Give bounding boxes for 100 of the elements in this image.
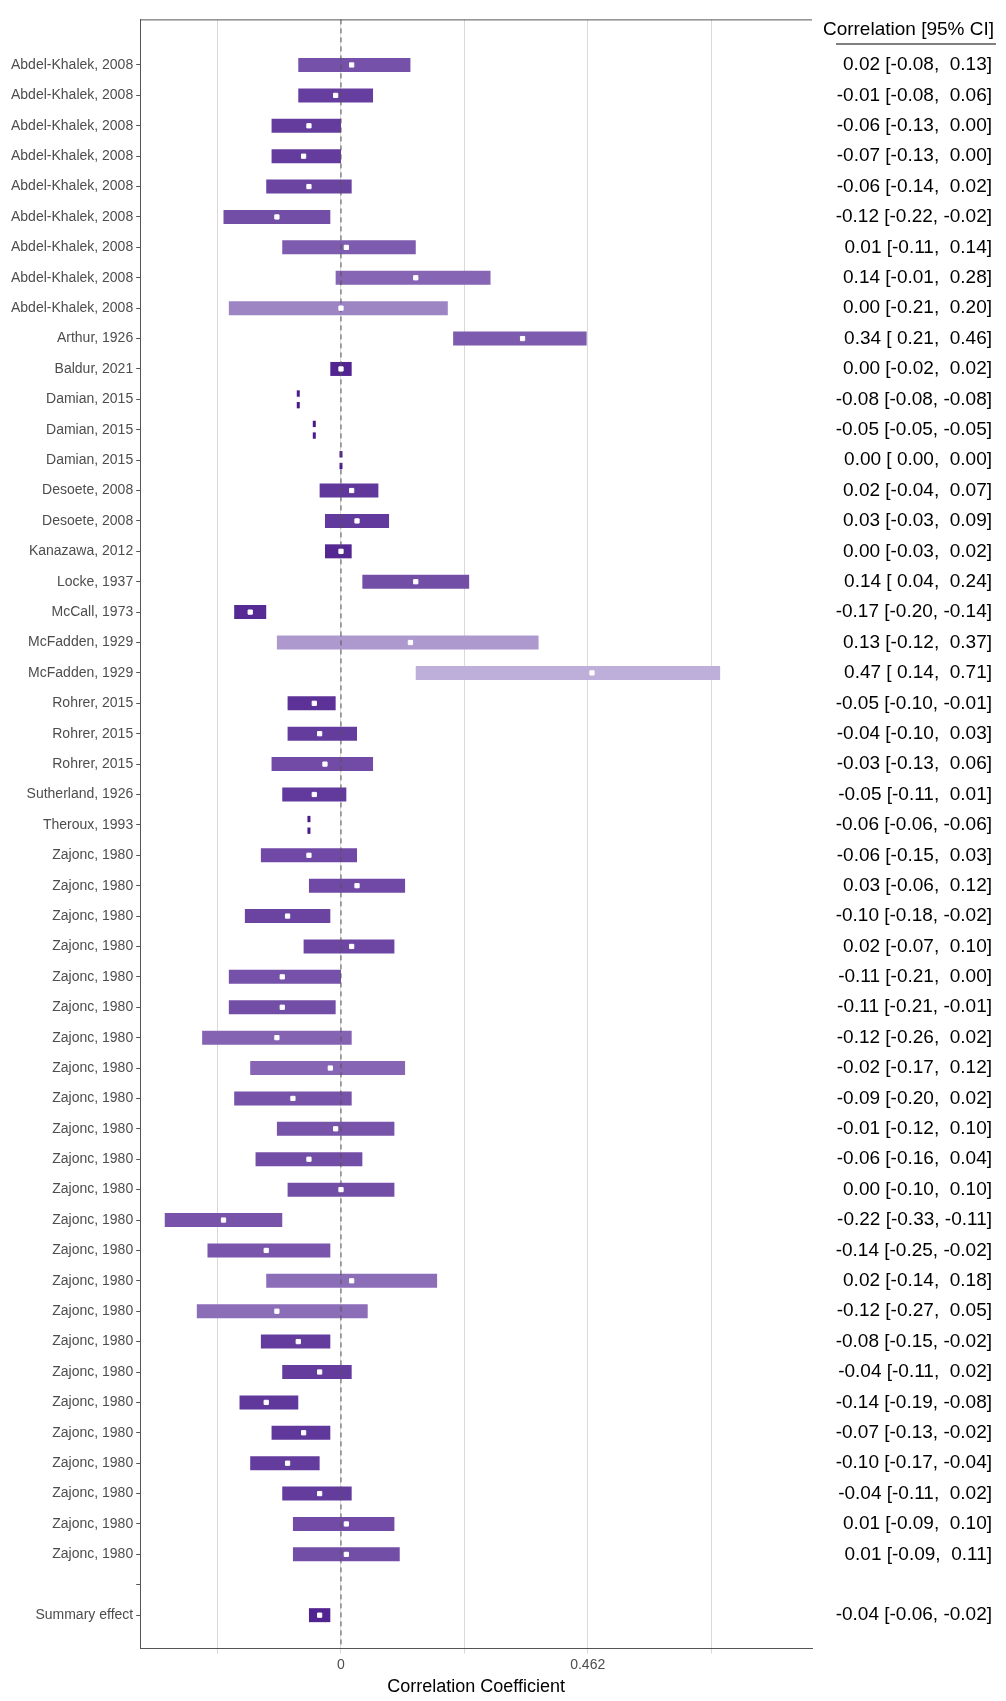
data-label: 0.00 [-0.10, 0.10]	[843, 1177, 992, 1199]
text: Correlation [95% CI]	[822, 18, 994, 40]
data-label: 0.00 [-0.03, 0.02]	[843, 539, 992, 561]
y-tick-label: Locke, 1937	[56, 572, 134, 589]
y-tick-label: Zajonc, 1980	[52, 1180, 134, 1197]
y-tick-label: Rohrer, 2015	[52, 754, 134, 771]
y-tick-label: Rohrer, 2015	[52, 724, 134, 741]
data-label: 0.14 [-0.01, 0.28]	[843, 266, 992, 287]
data-label: 0.34 [ 0.21, 0.46]	[844, 326, 992, 348]
data-label: 0.02 [-0.04, 0.07]	[843, 478, 992, 500]
data-label: 0.00 [ 0.00, 0.00]	[844, 448, 992, 470]
y-tick-label: Desoete, 2008	[42, 511, 134, 528]
data-label: 0.02 [-0.07, 0.10]	[843, 934, 992, 956]
data-label: -0.11 [-0.21, -0.01]	[837, 995, 992, 1017]
data-label: 0.02 [-0.14, 0.18]	[843, 1269, 992, 1291]
data-label: -0.12 [-0.26, 0.02]	[836, 1025, 992, 1047]
y-tick-label: Zajonc, 1980	[52, 1241, 134, 1258]
data-label: -0.06 [-0.13, 0.00]	[836, 114, 992, 136]
y-tick-label: Zajonc, 1980	[52, 846, 134, 863]
y-tick-label: Zajonc, 1980	[52, 1484, 134, 1501]
data-label: -0.04 [-0.11, 0.02]	[838, 1360, 992, 1382]
data-label: -0.06 [-0.16, 0.04]	[836, 1147, 992, 1169]
data-label: -0.04 [-0.06, -0.02]	[835, 1603, 992, 1625]
data-label: 0.01 [-0.09, 0.11]	[844, 1542, 992, 1564]
data-label: 0.03 [-0.06, 0.12]	[843, 873, 992, 895]
data-label: 0.00 [-0.21, 0.20]	[843, 296, 992, 318]
y-tick-label: McFadden, 1929	[28, 633, 134, 650]
y-tick-label: McFadden, 1929	[28, 663, 134, 680]
y-tick-label: Zajonc, 1980	[52, 1058, 134, 1075]
data-label: -0.01 [-0.12, 0.10]	[836, 1117, 992, 1139]
y-tick-label: Abdel-Khalek, 2008	[11, 238, 134, 255]
y-tick-label: Abdel-Khalek, 2008	[11, 116, 134, 133]
y-tick-label: Zajonc, 1980	[52, 1454, 134, 1471]
x-axis-title: Correlation Coefficient	[387, 1676, 565, 1697]
y-tick-label: Abdel-Khalek, 2008	[11, 207, 134, 224]
data-label: -0.08 [-0.08, -0.08]	[835, 387, 992, 409]
y-tick-label: Arthur, 1926	[56, 329, 134, 346]
y-tick-label: Desoete, 2008	[42, 481, 134, 498]
y-tick-label: Zajonc, 1980	[52, 906, 134, 923]
y-tick-label: Zajonc, 1980	[52, 1514, 134, 1531]
data-label: -0.04 [-0.10, 0.03]	[836, 721, 992, 743]
data-label: -0.17 [-0.20, -0.14]	[835, 600, 992, 622]
y-tick-label: Zajonc, 1980	[52, 1119, 134, 1136]
data-label: 0.01 [-0.11, 0.14]	[844, 235, 992, 257]
data-label: -0.11 [-0.21, 0.00]	[838, 965, 992, 987]
y-tick-label: Zajonc, 1980	[52, 937, 134, 954]
data-label: -0.10 [-0.18, -0.02]	[835, 904, 992, 926]
y-tick-label: Rohrer, 2015	[52, 694, 134, 711]
y-tick-label: Zajonc, 1980	[52, 967, 134, 984]
y-tick-label: Damian, 2015	[46, 450, 134, 467]
data-label: -0.22 [-0.33, -0.11]	[837, 1208, 992, 1230]
y-tick-label: Abdel-Khalek, 2008	[11, 268, 134, 285]
y-tick-label: Kanazawa, 2012	[28, 542, 134, 559]
y-tick-label: Sutherland, 1926	[26, 785, 134, 802]
y-tick-label: Zajonc, 1980	[52, 1150, 134, 1167]
data-label: -0.06 [-0.15, 0.03]	[836, 843, 992, 865]
y-tick-label: Zajonc, 1980	[52, 1332, 134, 1349]
y-tick-label: Zajonc, 1980	[52, 1271, 134, 1288]
y-tick-label: Zajonc, 1980	[52, 1302, 134, 1319]
y-tick-label: Zajonc, 1980	[52, 1393, 134, 1410]
y-tick-label: Damian, 2015	[46, 420, 134, 437]
data-label: -0.05 [-0.10, -0.01]	[835, 691, 992, 713]
x-tick-label: 0	[337, 1655, 346, 1672]
data-label: -0.05 [-0.05, -0.05]	[835, 417, 992, 439]
y-tick-label: Zajonc, 1980	[52, 1210, 134, 1227]
y-tick-label: Zajonc, 1980	[52, 998, 134, 1015]
y-tick-label: Abdel-Khalek, 2008	[11, 299, 134, 316]
data-label: -0.10 [-0.17, -0.04]	[835, 1451, 992, 1473]
data-label: -0.07 [-0.13, 0.00]	[836, 144, 992, 166]
y-tick-label: Abdel-Khalek, 2008	[11, 147, 134, 164]
y-tick-label: Abdel-Khalek, 2008	[11, 177, 134, 194]
data-label: -0.06 [-0.14, 0.02]	[836, 174, 992, 196]
y-tick-label: Summary effect	[35, 1606, 134, 1623]
y-tick-label: Baldur, 2021	[54, 359, 134, 376]
data-label: 0.00 [-0.02, 0.02]	[843, 357, 992, 379]
data-label: 0.14 [ 0.04, 0.24]	[844, 569, 992, 591]
data-label: 0.03 [-0.03, 0.09]	[843, 509, 992, 531]
data-label: -0.03 [-0.13, 0.06]	[836, 752, 992, 774]
data-label: -0.09 [-0.20, 0.02]	[836, 1086, 992, 1108]
y-tick-label: Zajonc, 1980	[52, 1089, 134, 1106]
y-tick-label: Zajonc, 1980	[52, 1423, 134, 1440]
data-label: 0.02 [-0.08, 0.13]	[843, 53, 992, 75]
y-tick-label: Abdel-Khalek, 2008	[11, 55, 134, 72]
y-tick-label: McCall, 1973	[51, 602, 134, 619]
data-label: 0.13 [-0.12, 0.37]	[843, 630, 992, 652]
data-label: -0.08 [-0.15, -0.02]	[835, 1329, 992, 1351]
data-label: -0.12 [-0.27, 0.05]	[836, 1299, 992, 1321]
data-label: -0.07 [-0.13, -0.02]	[835, 1421, 992, 1443]
data-label: -0.01 [-0.08, 0.06]	[836, 83, 992, 105]
data-label: 0.47 [ 0.14, 0.71]	[844, 661, 992, 683]
data-label: -0.06 [-0.06, -0.06]	[835, 813, 992, 835]
data-label: -0.12 [-0.22, -0.02]	[835, 205, 992, 227]
data-label: -0.02 [-0.17, 0.12]	[836, 1056, 992, 1078]
data-label: -0.14 [-0.19, -0.08]	[835, 1390, 992, 1412]
y-tick-label: Zajonc, 1980	[52, 1028, 134, 1045]
data-label: -0.04 [-0.11, 0.02]	[838, 1481, 992, 1503]
x-tick-label: 0.462	[570, 1655, 606, 1672]
y-tick-label: Zajonc, 1980	[52, 1545, 134, 1562]
data-label: -0.05 [-0.11, 0.01]	[838, 782, 992, 804]
y-tick-label: Zajonc, 1980	[52, 1362, 134, 1379]
